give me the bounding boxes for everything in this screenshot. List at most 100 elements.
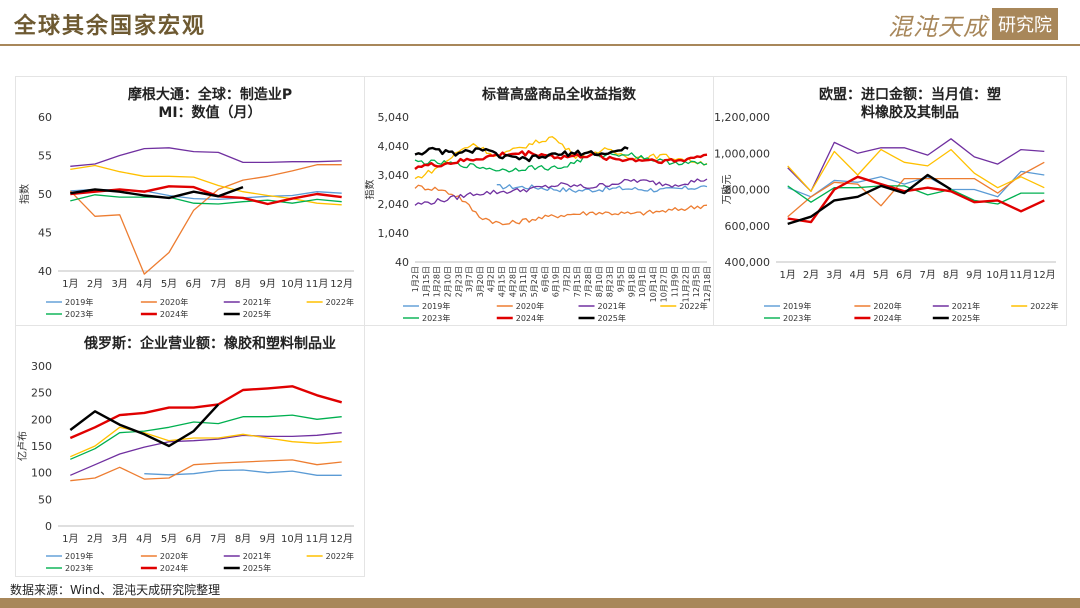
y-tick-label: 0: [45, 520, 52, 533]
y-tick-label: 45: [38, 227, 52, 240]
x-tick-label: 5月: [161, 278, 177, 290]
legend-label: 2020年: [160, 551, 188, 561]
legend-label: 2024年: [516, 313, 544, 323]
y-tick-label: 3,040: [378, 169, 410, 182]
x-tick-label: 3月: [111, 278, 127, 290]
chart-panel-eu-imports: 欧盟：进口金额：当月值：塑 料橡胶及其制品 400,000 600,000 800,00…: [713, 76, 1067, 326]
legend-label: 2019年: [783, 301, 811, 311]
y-axis-label: 万欧元: [721, 175, 733, 205]
series-line-2025年: [70, 185, 244, 200]
x-tick-label: 9月18日: [627, 266, 636, 297]
x-tick-label: 5月24日: [530, 266, 539, 297]
x-tick-label: 8月: [943, 269, 959, 281]
y-tick-label: 40: [38, 265, 52, 278]
y-tick-label: 60: [38, 111, 52, 124]
logo: 混沌天成 研究院: [888, 8, 1058, 41]
legend-label: 2022年: [1030, 301, 1058, 311]
x-tick-label: 6月19日: [552, 266, 561, 297]
legend-label: 2023年: [422, 313, 450, 323]
x-tick-label: 10月27日: [660, 266, 669, 302]
legend-label: 2025年: [952, 313, 980, 323]
x-tick-label: 12月5日: [692, 266, 701, 297]
y-axis-label: 指数: [18, 184, 31, 204]
x-tick-label: 6月: [185, 533, 201, 545]
x-tick-label: 11月: [306, 533, 329, 545]
y-tick-label: 800,000: [725, 184, 771, 197]
y-tick-label: 40: [395, 256, 409, 269]
chart-title: 料橡胶及其制品: [861, 104, 959, 121]
series-line-2024年: [70, 185, 342, 206]
logo-box: 研究院: [992, 8, 1058, 40]
y-tick-label: 2,040: [378, 198, 410, 211]
x-tick-label: 6月: [896, 269, 912, 281]
x-tick-label: 3月: [111, 533, 127, 545]
series-line-2021年: [70, 147, 342, 167]
x-tick-label: 4月28日: [508, 266, 517, 297]
series-line-2019年: [144, 469, 342, 476]
x-tick-label: 1月28日: [433, 266, 442, 297]
x-tick-label: 11月9日: [671, 266, 680, 297]
x-tick-label: 12月18日: [703, 266, 712, 302]
x-tick-label: 8月: [235, 533, 251, 545]
x-tick-label: 4月: [136, 278, 152, 290]
x-tick-label: 10月14日: [649, 266, 658, 302]
legend-label: 2022年: [679, 301, 707, 311]
series-line-2023年: [414, 152, 708, 173]
x-tick-label: 7月2日: [562, 266, 571, 292]
x-tick-label: 4月2日: [487, 266, 496, 292]
y-tick-label: 150: [31, 440, 52, 453]
x-tick-label: 10月: [986, 269, 1009, 281]
y-tick-label: 50: [38, 188, 52, 201]
x-tick-label: 3月: [826, 269, 842, 281]
series-line-2020年: [69, 164, 342, 275]
x-tick-label: 10月: [281, 533, 304, 545]
y-tick-label: 1,200,000: [714, 111, 770, 124]
x-tick-label: 11月22日: [681, 266, 690, 302]
x-tick-label: 9月: [259, 278, 275, 290]
legend-label: 2020年: [516, 301, 544, 311]
legend-label: 2024年: [873, 313, 901, 323]
legend-label: 2021年: [598, 301, 626, 311]
series-line-2024年: [787, 175, 1045, 224]
x-tick-label: 12月: [1033, 269, 1056, 281]
y-tick-label: 400,000: [725, 256, 771, 269]
y-tick-label: 1,000,000: [714, 147, 770, 160]
x-tick-label: 2月10日: [443, 266, 452, 297]
x-tick-label: 4月15日: [498, 266, 507, 297]
title-divider: [0, 44, 1080, 46]
legend-label: 2020年: [160, 297, 188, 307]
x-tick-label: 5月: [873, 269, 889, 281]
y-tick-label: 1,040: [378, 227, 410, 240]
x-tick-label: 8月10日: [595, 266, 604, 297]
x-tick-label: 11月: [306, 278, 329, 290]
series-line-2020年: [414, 184, 708, 226]
x-tick-label: 2月23日: [454, 266, 463, 297]
x-tick-label: 1月15日: [422, 266, 431, 297]
x-tick-label: 9月5日: [616, 266, 625, 292]
series-line-2024年: [69, 385, 343, 440]
series-line-2025年: [69, 403, 220, 448]
chart-svg: 俄罗斯：企业营业额：橡胶和塑料制品业 0 50 100 150 200 250 300 亿卢布 1…: [16, 335, 354, 573]
legend-label: 2024年: [160, 309, 188, 319]
legend-label: 2023年: [65, 309, 93, 319]
y-tick-label: 50: [38, 493, 52, 506]
y-tick-label: 250: [31, 387, 52, 400]
legend-label: 2020年: [873, 301, 901, 311]
chart-title: 摩根大通：全球：制造业P: [128, 86, 292, 103]
x-tick-label: 4月: [849, 269, 865, 281]
legend-label: 2023年: [783, 313, 811, 323]
x-tick-label: 2月: [87, 533, 103, 545]
x-tick-label: 2月: [87, 278, 103, 290]
footer-bar: [0, 598, 1080, 608]
chart-title: 欧盟：进口金额：当月值：塑: [819, 86, 1001, 103]
logo-script: 混沌天成: [888, 12, 988, 41]
legend-label: 2021年: [243, 551, 271, 561]
x-tick-label: 9月: [966, 269, 982, 281]
x-tick-label: 8月: [235, 278, 251, 290]
y-tick-label: 55: [38, 150, 52, 163]
series-line-2020年: [787, 161, 1045, 218]
x-tick-label: 5月: [161, 533, 177, 545]
y-axis-label: 亿卢布: [16, 431, 29, 461]
